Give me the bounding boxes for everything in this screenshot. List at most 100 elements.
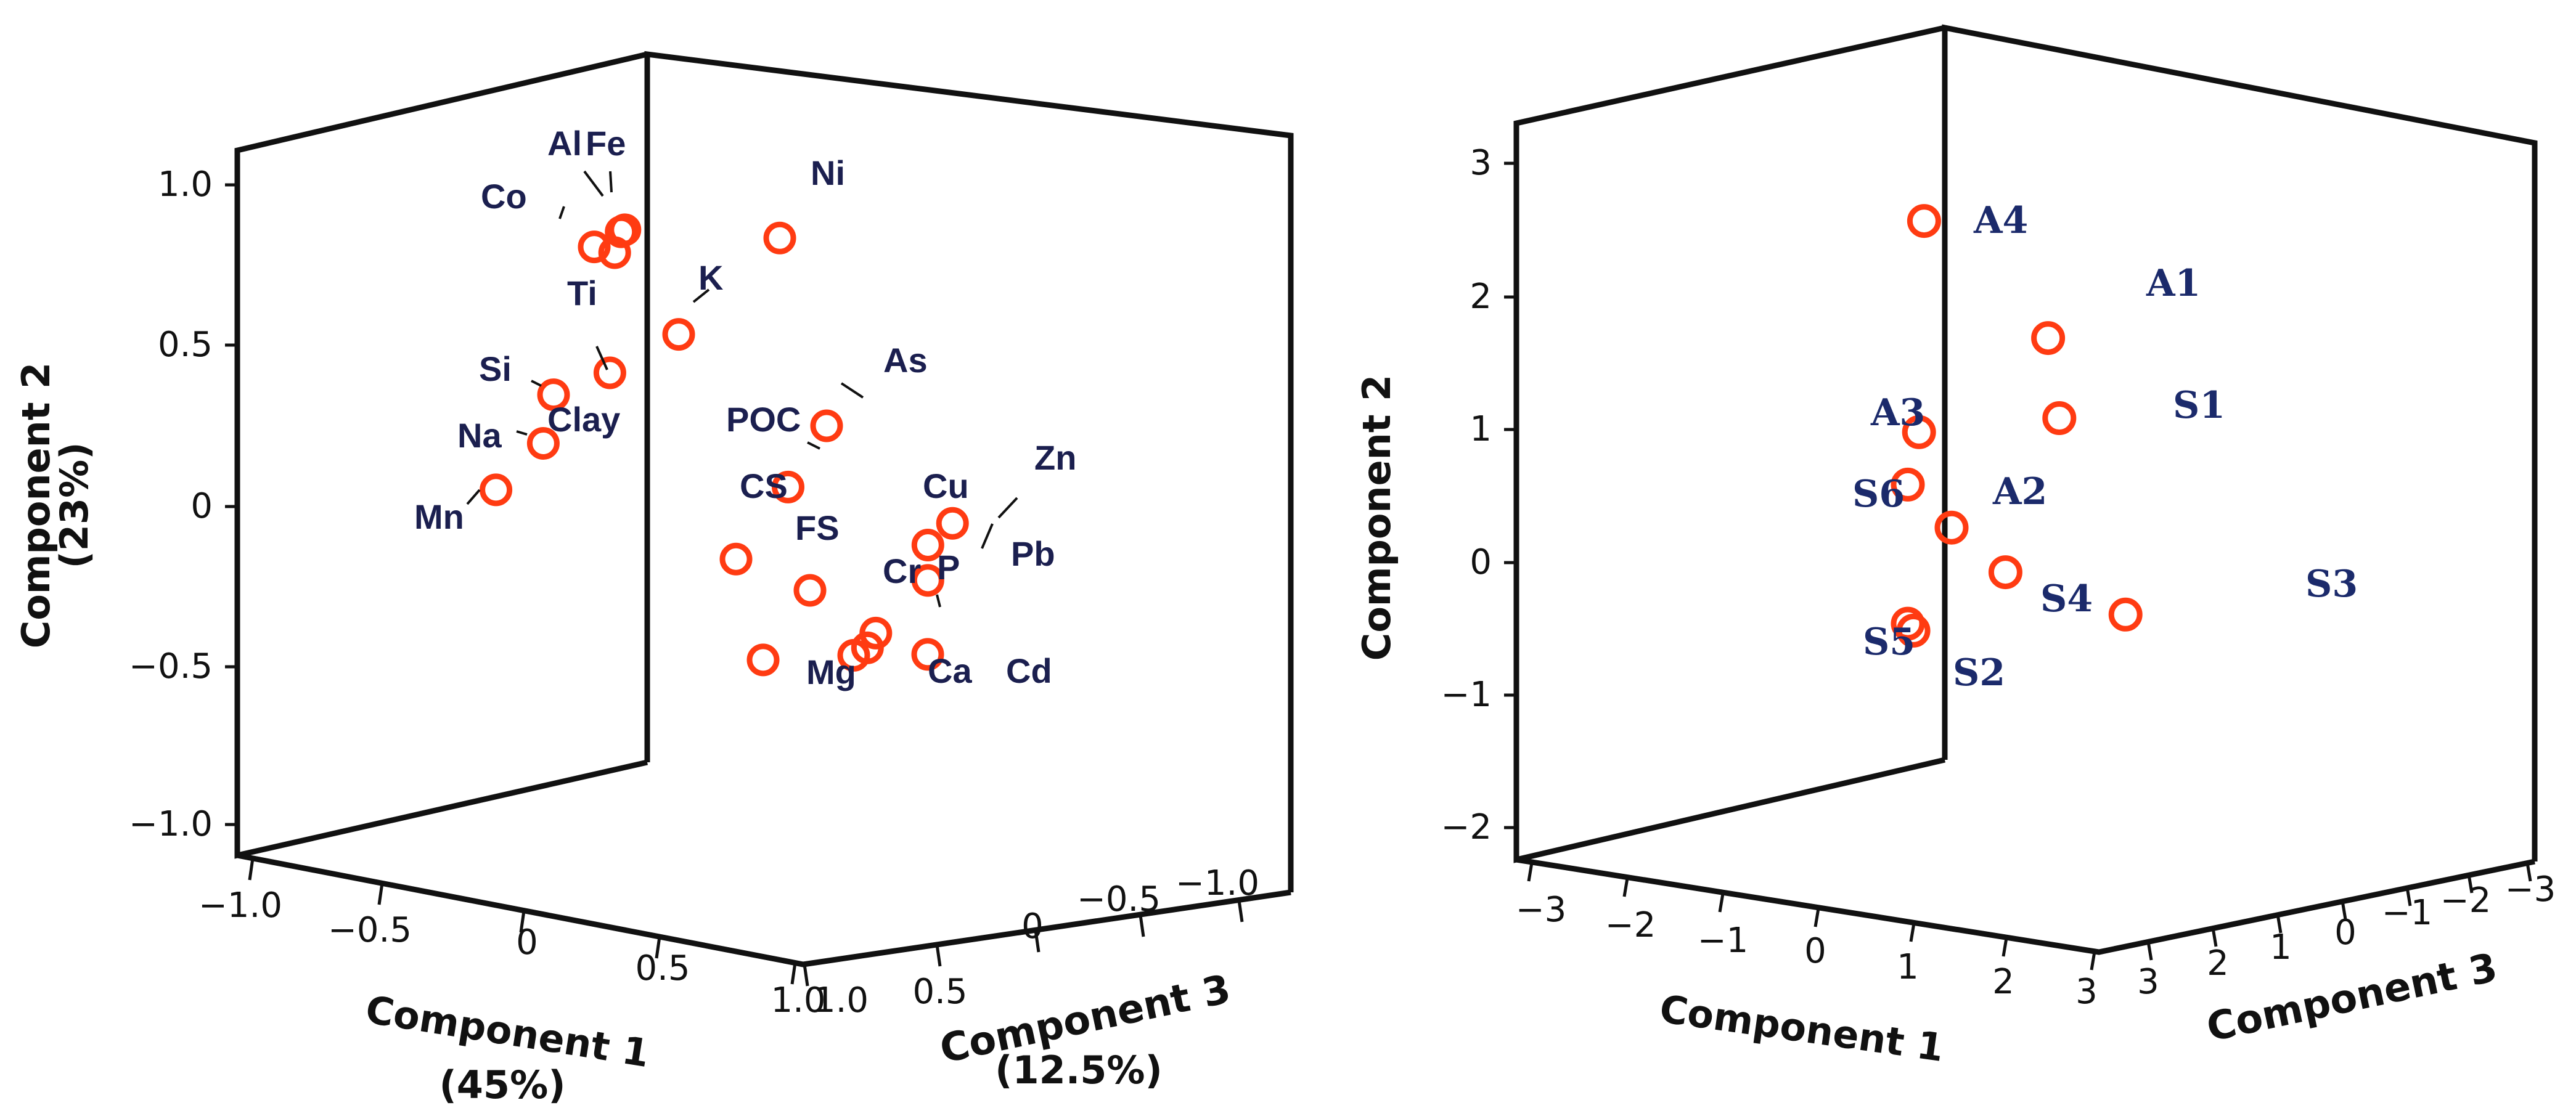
chart-1-point-mg: [746, 643, 780, 677]
chart-1-point-as: [810, 409, 843, 442]
chart-1-x-ticks: −1.0 −0.5 0 0.5 1.0: [198, 858, 826, 1020]
chart-2-point-s5: [1891, 606, 1925, 641]
chart-1-y-tick-label: 0.5: [158, 325, 213, 365]
chart-2-y-tick-label: 2: [1470, 277, 1492, 317]
chart-1-point-label: POC: [726, 400, 801, 439]
chart-2-point-a2: [1934, 510, 1969, 545]
chart-1-z-ticks: 0.5 0 −0.5 −1.0 1.0: [803, 863, 1259, 1020]
chart-1-point-label: Mg: [806, 653, 856, 691]
chart-2: 3 2 1 0 −1 −2 −3 −2 −1 0 1 2 3: [1354, 24, 2556, 1070]
chart-1-point-labels: Al Fe Co Ti Ni K Si Clay Na Mn As POC CS…: [414, 124, 1076, 691]
chart-2-y-tick-label: 3: [1470, 143, 1492, 183]
chart-1-box-floor-edges: [237, 852, 1291, 967]
chart-2-point-label: A1: [2146, 262, 2201, 305]
chart-1-point-label: CS: [740, 466, 788, 505]
chart-2-y-tick-label: −1: [1441, 675, 1492, 715]
chart-1-point-label: Ni: [811, 153, 845, 192]
chart-2-y-tick-label: 1: [1470, 409, 1492, 449]
chart-1-z-tick-label: 1.0: [814, 980, 869, 1020]
chart-2-box-floor-edges: [1516, 857, 2535, 955]
chart-2-x-tick-label: 2: [1992, 962, 2014, 1002]
chart-2-point-a1: [2031, 321, 2066, 356]
chart-1-point-label: Al: [547, 124, 582, 163]
chart-1-x-tick-label: −1.0: [198, 886, 282, 926]
chart-2-point-label: A2: [1992, 470, 2047, 513]
chart-1-x-tick-label: 1.0: [771, 980, 825, 1020]
chart-1-z-tick-label: −1.0: [1176, 863, 1259, 903]
chart-1-box-back-edges: [644, 51, 1294, 892]
chart-2-point-label: S6: [1852, 473, 1905, 516]
chart-1-point-label: FS: [795, 508, 840, 547]
chart-1-point-label: Cu: [923, 466, 969, 505]
chart-1-point-label: Mn: [414, 497, 464, 536]
chart-2-x-tick-label: 0: [1804, 931, 1826, 971]
chart-1-point-label: Fe: [586, 124, 626, 163]
chart-2-z-tick-label: −3: [2505, 870, 2556, 910]
chart-2-y-ticks: 3 2 1 0 −1 −2: [1441, 143, 1516, 847]
chart-2-x-tick-label: −1: [1698, 921, 1749, 961]
chart-1-point-label: P: [937, 548, 960, 587]
chart-1-z-axis-subtitle: (12.5%): [995, 1048, 1163, 1093]
chart-2-y-axis-title: Component 2: [1354, 375, 1399, 661]
chart-2-x-tick-label: 1: [1897, 947, 1919, 987]
chart-2-point-label: S4: [2040, 577, 2093, 621]
chart-1-point-cd: [911, 638, 944, 671]
chart-2-point-s1: [2042, 401, 2077, 435]
chart-1-point-ca: [851, 631, 884, 664]
chart-2-z-tick-label: −1: [2382, 893, 2433, 933]
chart-1-point-clay: [593, 356, 626, 389]
chart-1-point-si: [537, 378, 570, 412]
chart-2-point-s3: [2108, 597, 2143, 632]
chart-1-point-mn: [480, 473, 513, 507]
chart-1-point-fs: [793, 574, 827, 607]
chart-1-z-tick-label: −0.5: [1077, 879, 1161, 919]
chart-2-point-s4: [1988, 555, 2022, 590]
chart-2-z-axis-title: Component 3: [2203, 945, 2501, 1051]
chart-2-x-ticks: −3 −2 −1 0 1 2 3: [1516, 862, 2098, 1012]
chart-1-point-cu: [911, 529, 944, 561]
chart-1-y-tick-label: 0: [190, 486, 213, 526]
chart-1-x-axis-subtitle: (45%): [439, 1062, 565, 1107]
chart-2-markers: [1891, 204, 2143, 648]
chart-1-leaders: [466, 170, 1018, 608]
chart-1-point-label: Clay: [547, 400, 620, 439]
chart-1-point-ti: [598, 236, 631, 269]
chart-2-z-tick-label: 3: [2137, 962, 2159, 1002]
chart-1-point-label: As: [883, 341, 928, 380]
chart-1-y-ticks: 1.0 0.5 0 −0.5 −1.0: [129, 165, 237, 844]
chart-2-point-s6: [1891, 467, 1925, 502]
chart-2-point-label: S2: [1953, 651, 2005, 694]
chart-2-z-tick-label: 0: [2334, 913, 2357, 953]
chart-1-point-label: Ca: [928, 651, 972, 690]
chart-2-point-label: S1: [2173, 384, 2225, 427]
chart-1-markers: [480, 213, 969, 677]
chart-1-point-label: Cd: [1006, 651, 1052, 690]
chart-1-point-pb: [911, 564, 944, 597]
chart-2-point-label: S3: [2305, 563, 2358, 606]
chart-2-z-tick-label: 2: [2207, 943, 2229, 984]
chart-2-y-tick-label: −2: [1441, 807, 1492, 847]
chart-2-z-tick-label: 1: [2270, 927, 2292, 967]
chart-2-point-label: A3: [1870, 391, 1925, 434]
chart-1-box-left-edges: [234, 51, 648, 859]
chart-2-x-axis-title: Component 1: [1657, 986, 1947, 1070]
chart-1-point-cs: [719, 542, 753, 576]
chart-1-point-label: K: [698, 258, 723, 297]
chart-1-point-label: Pb: [1011, 534, 1055, 573]
chart-1-z-tick-label: 0.5: [912, 972, 967, 1012]
chart-2-x-tick-label: −3: [1516, 890, 1567, 930]
chart-2-z-tick-label: −2: [2440, 881, 2492, 921]
chart-2-point-s2: [1896, 613, 1931, 648]
chart-1-x-tick-label: 0: [516, 923, 538, 963]
chart-1-point-label: Na: [457, 416, 502, 455]
chart-1-point-label: Cr: [883, 552, 921, 590]
chart-1-point-ni: [763, 221, 796, 255]
chart-1-y-axis-subtitle: (23%): [52, 442, 97, 568]
chart-2-point-label: A4: [1973, 199, 2028, 242]
chart-2-box-back-edges: [1942, 24, 2538, 861]
chart-1-point-k: [662, 318, 695, 351]
chart-1-point-zn: [936, 507, 969, 540]
chart-1-y-tick-label: −0.5: [129, 646, 213, 686]
chart-2-point-a4: [1907, 204, 1941, 238]
